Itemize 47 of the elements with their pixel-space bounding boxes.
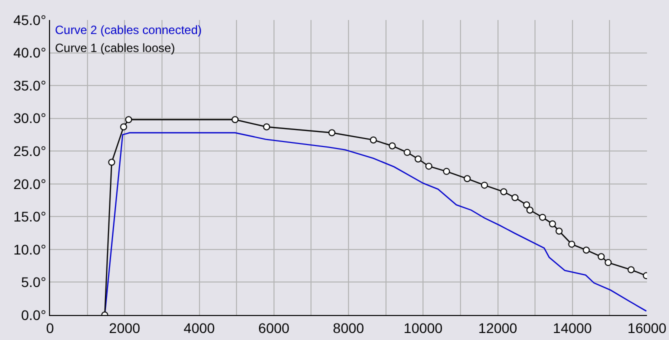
- x-tick-label: 16000: [628, 320, 667, 336]
- point: [582, 246, 590, 254]
- y-tick-label: 35.0°: [13, 77, 46, 94]
- y-tick-label: 30.0°: [13, 110, 46, 126]
- point: [539, 214, 546, 221]
- y-tick-label: 10.0°: [13, 241, 46, 258]
- x-tick-label: 0: [46, 320, 54, 336]
- point: [628, 266, 635, 274]
- point: [500, 188, 508, 196]
- point: [120, 123, 128, 130]
- y-tick-label: 5.0°: [21, 274, 46, 290]
- point: [388, 142, 396, 150]
- point: [598, 253, 605, 260]
- x-tick-label: 2000: [109, 320, 140, 336]
- point: [414, 155, 422, 162]
- point: [480, 182, 488, 189]
- point: [232, 116, 239, 124]
- point: [464, 175, 471, 182]
- text: Curve 2 (cables connected): [55, 23, 202, 37]
- y-tick-label: 15.0°: [13, 208, 46, 225]
- y-tick-label: 0.0°: [21, 306, 46, 323]
- point: [263, 123, 270, 130]
- x-tick-label: 4000: [184, 320, 216, 336]
- point: [328, 129, 336, 136]
- y-tick-label: 40.0°: [13, 44, 46, 61]
- point: [425, 162, 432, 170]
- point: [370, 136, 377, 144]
- point: [511, 194, 518, 202]
- point: [556, 228, 563, 235]
- y-tick-label: 45.0°: [13, 12, 46, 28]
- x-tick-label: 12000: [478, 320, 518, 336]
- point: [568, 240, 576, 248]
- x-tick-label: 14000: [552, 320, 592, 336]
- point: [548, 220, 556, 228]
- y-tick-label: 25.0°: [13, 143, 46, 160]
- point: [443, 168, 450, 175]
- point: [108, 158, 116, 166]
- point: [125, 116, 132, 124]
- point: [523, 201, 530, 208]
- y-tick-label: 20.0°: [13, 176, 46, 192]
- x-tick-label: 8000: [332, 320, 364, 336]
- x-tick-label: 6000: [258, 320, 290, 336]
- point: [604, 259, 612, 266]
- point: [404, 148, 411, 156]
- x-tick-label: 10000: [404, 320, 443, 336]
- text: Curve 1 (cables loose): [55, 41, 176, 55]
- point: [526, 206, 534, 214]
